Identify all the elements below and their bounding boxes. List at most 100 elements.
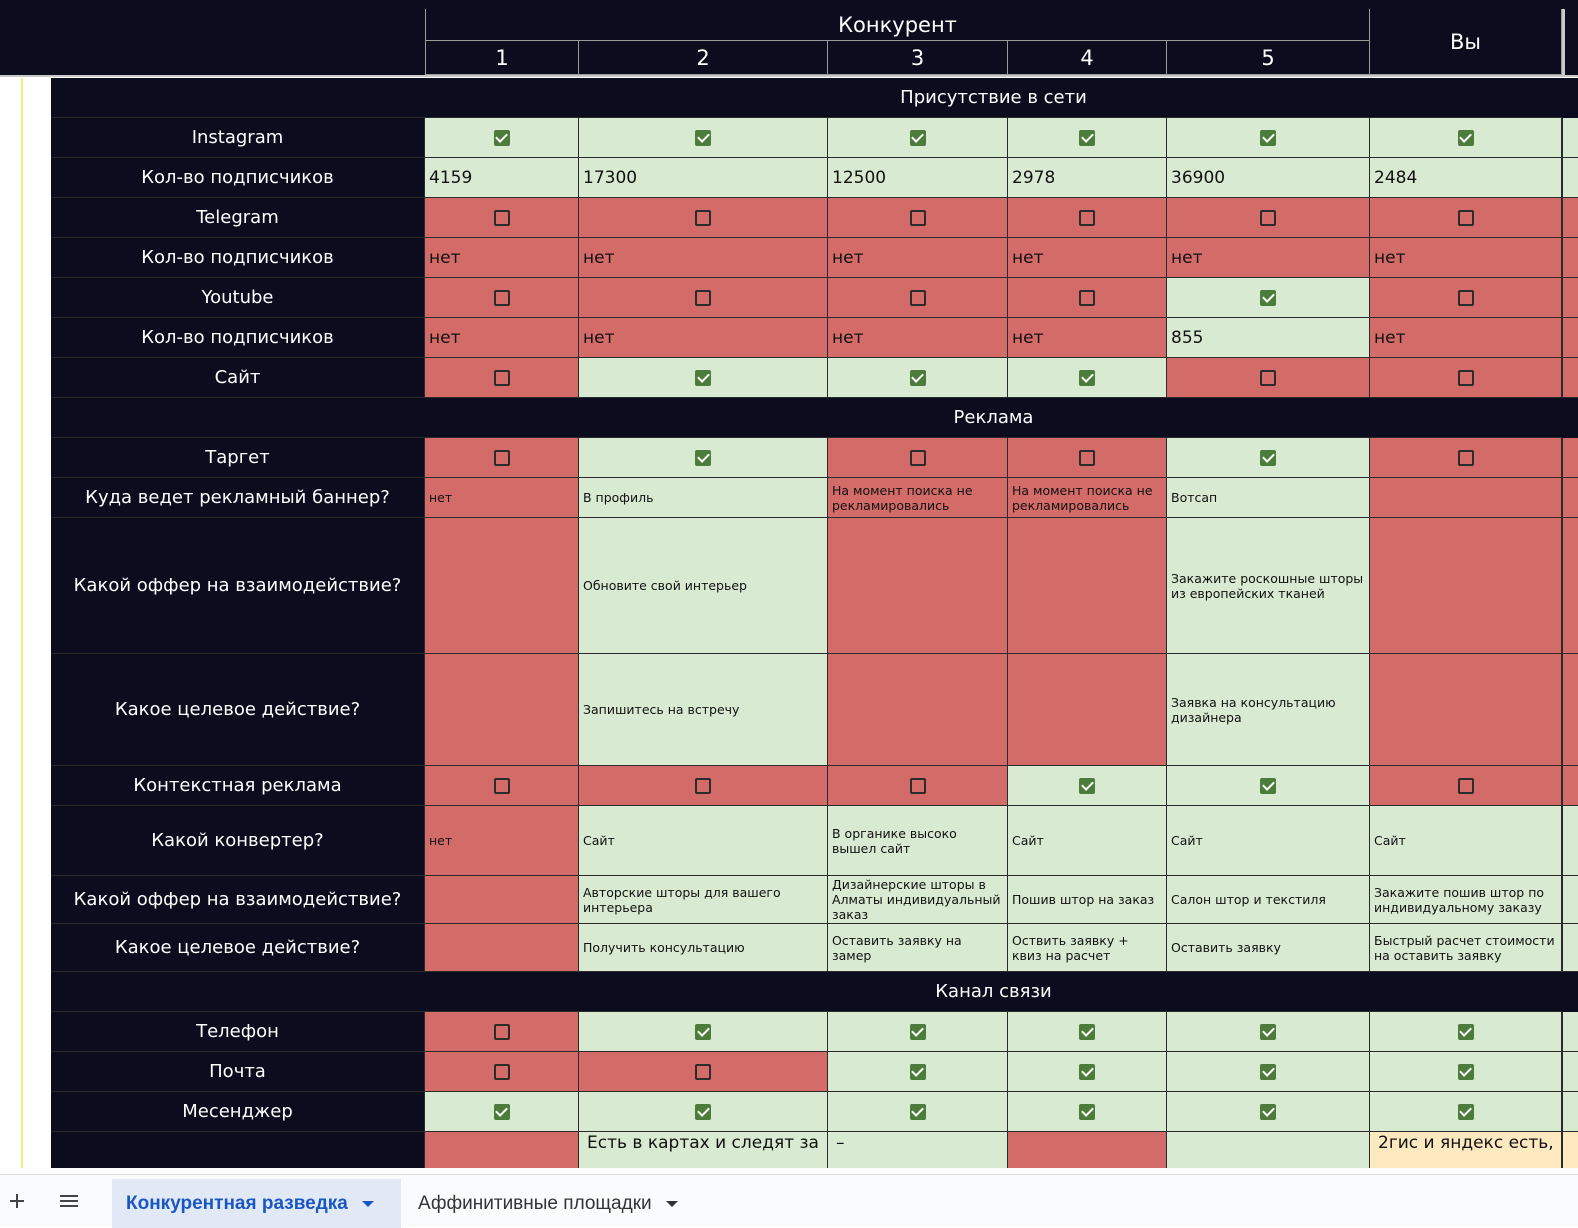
table-cell[interactable] (1008, 358, 1167, 398)
table-cell[interactable] (579, 766, 828, 806)
table-cell[interactable]: Дизайнерские шторы в Алматы индивидуальн… (828, 876, 1008, 924)
table-cell[interactable]: нет (1370, 238, 1562, 278)
table-cell[interactable]: 2гис и яндекс есть, (1370, 1132, 1562, 1168)
checkbox-checked-icon[interactable] (1260, 129, 1276, 146)
table-cell[interactable] (1370, 654, 1562, 766)
table-cell[interactable]: Заявка на консультацию дизайнера (1167, 654, 1370, 766)
checkbox-unchecked-icon[interactable] (1457, 777, 1474, 794)
table-cell[interactable] (1167, 118, 1370, 158)
checkbox-checked-icon[interactable] (1457, 1063, 1474, 1080)
table-cell[interactable] (425, 1132, 579, 1168)
table-cell[interactable]: Вотсап (1167, 478, 1370, 518)
table-cell[interactable]: – (828, 1132, 1008, 1168)
table-cell[interactable] (828, 278, 1008, 318)
checkbox-checked-icon[interactable] (1260, 1023, 1276, 1040)
checkbox-checked-icon[interactable] (1079, 777, 1095, 794)
plus-icon[interactable] (3, 1187, 31, 1215)
table-cell[interactable]: Пошив штор на заказ (1008, 876, 1167, 924)
table-cell[interactable]: Запишитесь на встречу (579, 654, 828, 766)
hamburger-menu-icon[interactable] (55, 1187, 83, 1215)
chevron-down-icon[interactable] (665, 1200, 678, 1207)
table-cell[interactable] (1167, 278, 1370, 318)
checkbox-checked-icon[interactable] (1079, 1023, 1095, 1040)
table-cell[interactable] (1008, 766, 1167, 806)
table-cell[interactable] (1370, 518, 1562, 654)
table-cell[interactable]: Получить консультацию (579, 924, 828, 972)
table-cell[interactable] (1008, 1052, 1167, 1092)
checkbox-checked-icon[interactable] (1457, 1023, 1474, 1040)
checkbox-checked-icon[interactable] (1079, 1103, 1095, 1120)
table-cell[interactable]: Сайт (1370, 806, 1562, 876)
table-cell[interactable] (828, 198, 1008, 238)
table-cell[interactable]: нет (425, 806, 579, 876)
checkbox-unchecked-icon[interactable] (1079, 289, 1095, 306)
table-cell[interactable] (1008, 278, 1167, 318)
table-cell[interactable]: На момент поиска не рекламировались (828, 478, 1008, 518)
table-cell[interactable] (579, 278, 828, 318)
table-cell[interactable]: нет (828, 238, 1008, 278)
checkbox-unchecked-icon[interactable] (493, 209, 510, 226)
checkbox-unchecked-icon[interactable] (909, 289, 926, 306)
checkbox-unchecked-icon[interactable] (493, 289, 510, 306)
column-group-konkurent[interactable]: Конкурент (425, 9, 1370, 41)
table-cell[interactable]: Сайт (579, 806, 828, 876)
checkbox-checked-icon[interactable] (1079, 1063, 1095, 1080)
table-cell[interactable] (828, 118, 1008, 158)
table-cell[interactable] (425, 198, 579, 238)
checkbox-checked-icon[interactable] (1260, 1103, 1276, 1120)
table-cell[interactable]: нет (1008, 238, 1167, 278)
checkbox-checked-icon[interactable] (1260, 449, 1276, 466)
table-cell[interactable] (425, 518, 579, 654)
table-cell[interactable] (579, 118, 828, 158)
checkbox-unchecked-icon[interactable] (493, 369, 510, 386)
tab-affinitivnye-ploshchadki[interactable]: Аффинитивные площадки (404, 1179, 704, 1228)
checkbox-unchecked-icon[interactable] (695, 289, 711, 306)
checkbox-checked-icon[interactable] (909, 1023, 926, 1040)
table-cell[interactable] (1370, 358, 1562, 398)
table-cell[interactable]: 36900 (1167, 158, 1370, 198)
table-cell[interactable] (425, 278, 579, 318)
table-cell[interactable] (828, 438, 1008, 478)
table-cell[interactable] (1370, 478, 1562, 518)
table-cell[interactable] (1370, 1092, 1562, 1132)
checkbox-unchecked-icon[interactable] (909, 209, 926, 226)
column-header-1[interactable]: 1 (425, 41, 579, 75)
column-header-3[interactable]: 3 (828, 41, 1008, 75)
table-cell[interactable] (425, 654, 579, 766)
table-cell[interactable] (828, 1052, 1008, 1092)
table-cell[interactable] (1167, 198, 1370, 238)
checkbox-unchecked-icon[interactable] (1079, 209, 1095, 226)
table-cell[interactable] (1370, 198, 1562, 238)
checkbox-checked-icon[interactable] (695, 1023, 711, 1040)
table-cell[interactable]: Салон штор и текстиля (1167, 876, 1370, 924)
table-cell[interactable] (1008, 654, 1167, 766)
table-cell[interactable] (1167, 1012, 1370, 1052)
table-cell[interactable] (1370, 438, 1562, 478)
table-cell[interactable] (1167, 1092, 1370, 1132)
table-cell[interactable] (1370, 278, 1562, 318)
checkbox-checked-icon[interactable] (695, 1103, 711, 1120)
table-cell[interactable] (579, 198, 828, 238)
table-cell[interactable]: 2484 (1370, 158, 1562, 198)
checkbox-checked-icon[interactable] (1457, 1103, 1474, 1120)
table-cell[interactable] (1008, 1132, 1167, 1168)
table-cell[interactable]: 17300 (579, 158, 828, 198)
table-cell[interactable] (1008, 118, 1167, 158)
checkbox-checked-icon[interactable] (1260, 777, 1276, 794)
table-cell[interactable]: нет (425, 478, 579, 518)
table-cell[interactable] (425, 1012, 579, 1052)
table-cell[interactable]: 12500 (828, 158, 1008, 198)
chevron-down-icon[interactable] (361, 1200, 374, 1207)
checkbox-checked-icon[interactable] (909, 1103, 926, 1120)
column-header-2[interactable]: 2 (579, 41, 828, 75)
column-header-you[interactable]: Вы (1370, 9, 1562, 75)
table-cell[interactable] (1008, 198, 1167, 238)
table-cell[interactable]: Оставить заявку на замер (828, 924, 1008, 972)
column-header-4[interactable]: 4 (1008, 41, 1167, 75)
table-cell[interactable] (1008, 1012, 1167, 1052)
checkbox-checked-icon[interactable] (909, 369, 926, 386)
table-cell[interactable]: 4159 (425, 158, 579, 198)
table-cell[interactable] (828, 1012, 1008, 1052)
table-cell[interactable]: Закажите роскошные шторы из европейских … (1167, 518, 1370, 654)
table-cell[interactable] (425, 924, 579, 972)
